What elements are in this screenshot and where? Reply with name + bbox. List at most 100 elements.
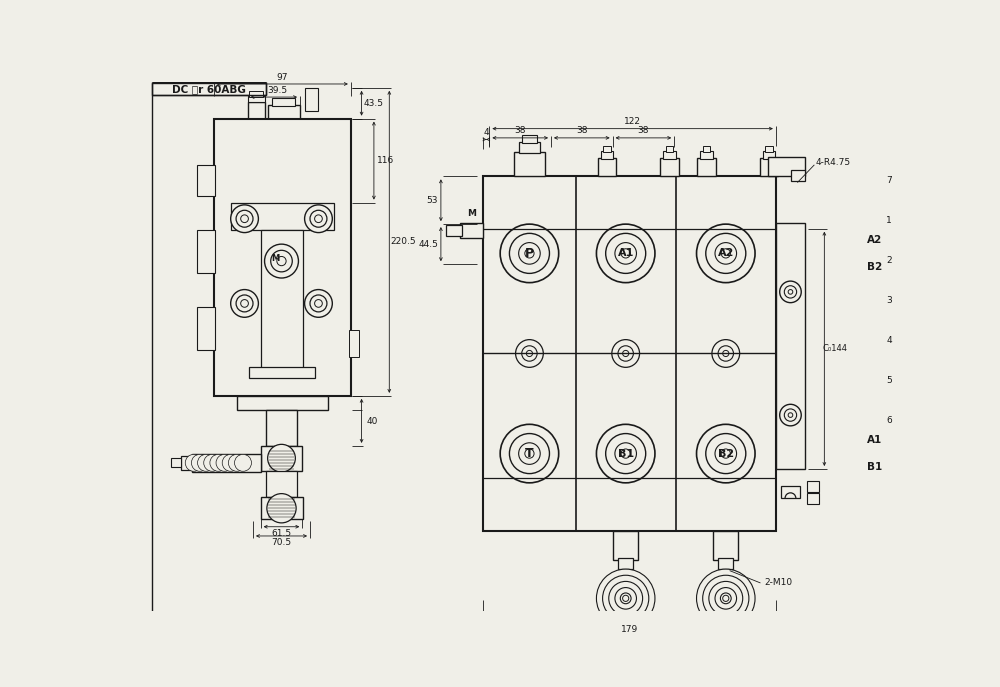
Bar bbox=[248, 96, 265, 102]
Circle shape bbox=[784, 286, 797, 298]
Circle shape bbox=[697, 569, 755, 628]
Bar bbox=[349, 330, 358, 357]
Text: 7: 7 bbox=[886, 176, 892, 185]
Circle shape bbox=[623, 595, 629, 601]
Circle shape bbox=[222, 454, 239, 471]
Bar bbox=[601, 151, 613, 159]
Circle shape bbox=[509, 234, 549, 273]
Bar bbox=[618, 559, 633, 569]
Circle shape bbox=[500, 224, 559, 282]
Text: 3: 3 bbox=[886, 296, 892, 305]
Circle shape bbox=[315, 215, 322, 223]
Text: M: M bbox=[271, 254, 279, 263]
Circle shape bbox=[310, 295, 327, 312]
Bar bbox=[807, 493, 819, 504]
Bar bbox=[765, 146, 773, 152]
Text: 38: 38 bbox=[514, 126, 526, 135]
Text: A2: A2 bbox=[718, 249, 734, 258]
Circle shape bbox=[596, 224, 655, 282]
Text: 38: 38 bbox=[638, 126, 649, 135]
Circle shape bbox=[721, 249, 730, 258]
Circle shape bbox=[526, 350, 533, 357]
Text: A1: A1 bbox=[618, 249, 634, 258]
Bar bbox=[249, 368, 315, 378]
Bar bbox=[181, 456, 193, 470]
Circle shape bbox=[204, 454, 221, 471]
Circle shape bbox=[715, 443, 737, 464]
Circle shape bbox=[715, 587, 737, 609]
Text: 61.5: 61.5 bbox=[271, 529, 292, 538]
Circle shape bbox=[516, 339, 543, 368]
Circle shape bbox=[706, 234, 746, 273]
Bar bbox=[760, 158, 778, 177]
Bar bbox=[781, 486, 800, 498]
Text: A2: A2 bbox=[867, 234, 882, 245]
Circle shape bbox=[615, 243, 636, 264]
Circle shape bbox=[236, 295, 253, 312]
Circle shape bbox=[268, 444, 295, 472]
Circle shape bbox=[509, 433, 549, 473]
Circle shape bbox=[606, 234, 646, 273]
Bar bbox=[483, 177, 776, 530]
Text: 39.5: 39.5 bbox=[268, 87, 288, 95]
Circle shape bbox=[235, 454, 251, 471]
Circle shape bbox=[267, 494, 296, 523]
Bar bbox=[268, 105, 300, 119]
Bar bbox=[197, 165, 215, 196]
Circle shape bbox=[228, 454, 245, 471]
Circle shape bbox=[231, 205, 258, 233]
Bar bbox=[613, 530, 638, 560]
Bar bbox=[660, 158, 679, 177]
Bar bbox=[248, 102, 265, 119]
Circle shape bbox=[612, 339, 640, 368]
Text: 40: 40 bbox=[367, 417, 378, 426]
Circle shape bbox=[216, 454, 233, 471]
Circle shape bbox=[697, 425, 755, 483]
Text: B1: B1 bbox=[618, 449, 634, 459]
Bar bbox=[718, 559, 733, 569]
Circle shape bbox=[519, 443, 540, 464]
Circle shape bbox=[706, 433, 746, 473]
Circle shape bbox=[712, 339, 740, 368]
Text: C₀144: C₀144 bbox=[823, 344, 848, 353]
Bar bbox=[598, 158, 616, 177]
Circle shape bbox=[784, 409, 797, 421]
Circle shape bbox=[621, 449, 630, 458]
Bar bbox=[519, 142, 540, 153]
Text: 4: 4 bbox=[886, 336, 892, 345]
Circle shape bbox=[780, 281, 801, 303]
Text: 6: 6 bbox=[886, 416, 892, 425]
Bar bbox=[776, 223, 805, 469]
Text: 1: 1 bbox=[886, 216, 892, 225]
Circle shape bbox=[788, 413, 793, 418]
Bar bbox=[514, 152, 545, 177]
Text: 53: 53 bbox=[426, 196, 437, 205]
Text: M: M bbox=[467, 209, 476, 218]
Text: 122: 122 bbox=[624, 117, 641, 126]
Bar bbox=[214, 119, 351, 396]
Circle shape bbox=[723, 595, 729, 601]
Circle shape bbox=[703, 575, 749, 622]
Circle shape bbox=[236, 210, 253, 227]
Bar bbox=[237, 396, 328, 409]
Bar bbox=[522, 135, 537, 142]
Bar bbox=[763, 151, 775, 159]
Bar bbox=[266, 471, 297, 497]
Circle shape bbox=[525, 449, 534, 458]
Bar bbox=[272, 98, 295, 106]
Bar bbox=[446, 225, 462, 236]
Circle shape bbox=[715, 243, 737, 264]
Circle shape bbox=[315, 300, 322, 307]
Circle shape bbox=[305, 205, 332, 233]
Text: 38: 38 bbox=[576, 126, 588, 135]
Circle shape bbox=[780, 405, 801, 426]
Circle shape bbox=[265, 244, 298, 278]
Bar bbox=[192, 453, 261, 472]
Bar bbox=[261, 446, 302, 471]
Bar bbox=[266, 409, 297, 446]
Bar bbox=[768, 157, 805, 177]
Text: 5: 5 bbox=[886, 376, 892, 385]
Circle shape bbox=[277, 256, 286, 266]
Circle shape bbox=[185, 454, 202, 471]
Text: 116: 116 bbox=[377, 157, 394, 166]
